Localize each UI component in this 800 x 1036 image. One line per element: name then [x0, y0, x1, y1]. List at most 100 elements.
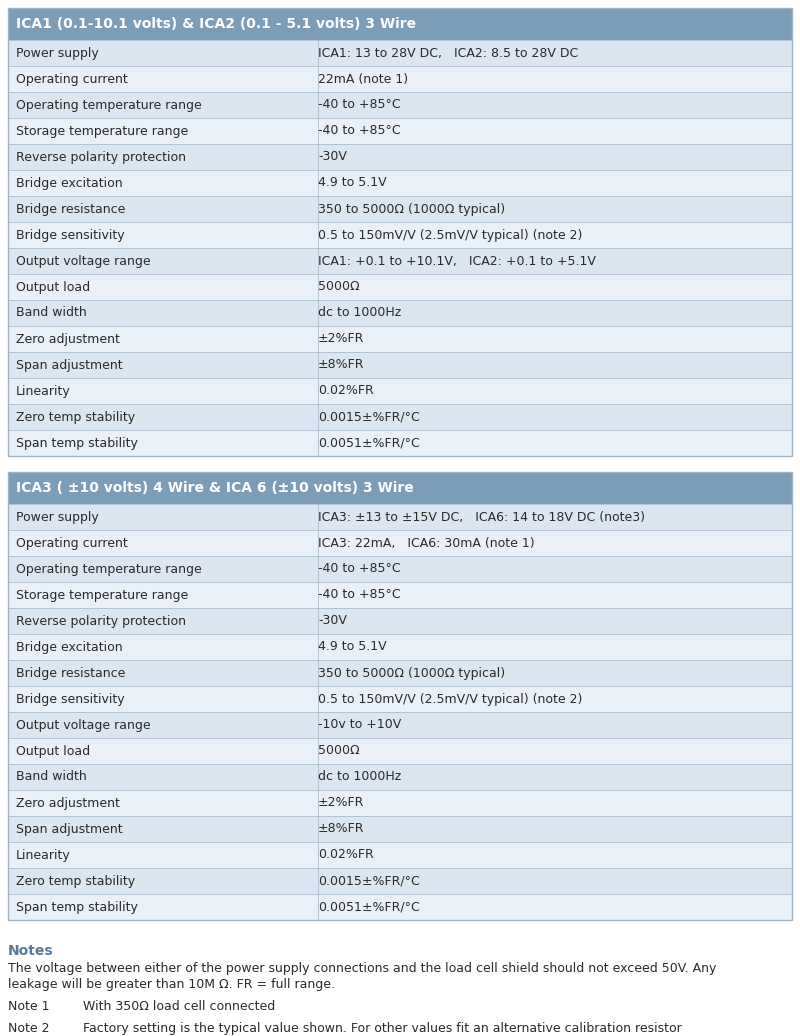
Text: Operating current: Operating current [16, 537, 128, 549]
Text: Storage temperature range: Storage temperature range [16, 588, 188, 602]
Text: 0.5 to 150mV/V (2.5mV/V typical) (note 2): 0.5 to 150mV/V (2.5mV/V typical) (note 2… [318, 692, 582, 706]
Bar [8, 582, 792, 608]
Bar [8, 764, 792, 790]
Text: -30V: -30V [318, 150, 347, 164]
Text: Reverse polarity protection: Reverse polarity protection [16, 150, 186, 164]
Text: Operating current: Operating current [16, 73, 128, 86]
Bar [8, 66, 792, 92]
Bar [8, 686, 792, 712]
Text: Bridge sensitivity: Bridge sensitivity [16, 229, 125, 241]
Bar [8, 8, 792, 456]
Text: Operating temperature range: Operating temperature range [16, 98, 202, 112]
Bar [8, 868, 792, 894]
Text: -10v to +10V: -10v to +10V [318, 719, 402, 731]
Text: Reverse polarity protection: Reverse polarity protection [16, 614, 186, 628]
Bar [8, 503, 792, 530]
Text: Note 2: Note 2 [8, 1021, 50, 1035]
Text: 0.02%FR: 0.02%FR [318, 848, 374, 862]
Text: -40 to +85°C: -40 to +85°C [318, 124, 401, 138]
Text: Bridge excitation: Bridge excitation [16, 640, 122, 654]
Bar [8, 144, 792, 170]
Text: leakage will be greater than 10M Ω. FR = full range.: leakage will be greater than 10M Ω. FR =… [8, 978, 335, 991]
Text: Zero adjustment: Zero adjustment [16, 797, 120, 809]
Text: 22mA (note 1): 22mA (note 1) [318, 73, 408, 86]
Bar [8, 634, 792, 660]
Text: 0.02%FR: 0.02%FR [318, 384, 374, 398]
Bar [8, 170, 792, 196]
Text: Output load: Output load [16, 745, 90, 757]
Text: 5000Ω: 5000Ω [318, 745, 360, 757]
Text: Span temp stability: Span temp stability [16, 436, 138, 450]
Text: The voltage between either of the power supply connections and the load cell shi: The voltage between either of the power … [8, 962, 716, 975]
Text: 350 to 5000Ω (1000Ω typical): 350 to 5000Ω (1000Ω typical) [318, 666, 505, 680]
Bar [8, 660, 792, 686]
Text: Band width: Band width [16, 771, 86, 783]
Text: Zero adjustment: Zero adjustment [16, 333, 120, 345]
Bar [8, 92, 792, 118]
Text: Output voltage range: Output voltage range [16, 719, 150, 731]
Text: Zero temp stability: Zero temp stability [16, 874, 135, 888]
Text: ICA1: +0.1 to +10.1V,   ICA2: +0.1 to +5.1V: ICA1: +0.1 to +10.1V, ICA2: +0.1 to +5.1… [318, 255, 596, 267]
Text: -40 to +85°C: -40 to +85°C [318, 588, 401, 602]
Bar [8, 222, 792, 248]
Bar [8, 790, 792, 816]
Bar [8, 472, 792, 920]
Bar [8, 248, 792, 274]
Text: Output load: Output load [16, 281, 90, 293]
Bar [8, 816, 792, 842]
Bar [8, 430, 792, 456]
Text: -40 to +85°C: -40 to +85°C [318, 563, 401, 576]
Text: 0.0015±%FR/°C: 0.0015±%FR/°C [318, 874, 420, 888]
Bar [8, 738, 792, 764]
Bar [8, 326, 792, 352]
Text: Linearity: Linearity [16, 848, 70, 862]
Text: Band width: Band width [16, 307, 86, 319]
Bar [8, 712, 792, 738]
Text: 5000Ω: 5000Ω [318, 281, 360, 293]
Text: Output voltage range: Output voltage range [16, 255, 150, 267]
Text: -40 to +85°C: -40 to +85°C [318, 98, 401, 112]
Text: ICA1: 13 to 28V DC,   ICA2: 8.5 to 28V DC: ICA1: 13 to 28V DC, ICA2: 8.5 to 28V DC [318, 47, 578, 59]
Text: 0.0015±%FR/°C: 0.0015±%FR/°C [318, 410, 420, 424]
Text: Operating temperature range: Operating temperature range [16, 563, 202, 576]
Text: 4.9 to 5.1V: 4.9 to 5.1V [318, 176, 386, 190]
Text: ±8%FR: ±8%FR [318, 823, 365, 835]
Text: Bridge sensitivity: Bridge sensitivity [16, 692, 125, 706]
Bar [8, 300, 792, 326]
Bar [8, 608, 792, 634]
Text: Span temp stability: Span temp stability [16, 900, 138, 914]
Text: -30V: -30V [318, 614, 347, 628]
Text: ICA3: 22mA,   ICA6: 30mA (note 1): ICA3: 22mA, ICA6: 30mA (note 1) [318, 537, 534, 549]
Bar [8, 40, 792, 66]
Text: ICA3 ( ±10 volts) 4 Wire & ICA 6 (±10 volts) 3 Wire: ICA3 ( ±10 volts) 4 Wire & ICA 6 (±10 vo… [16, 481, 414, 495]
Text: Bridge resistance: Bridge resistance [16, 666, 126, 680]
Text: ±2%FR: ±2%FR [318, 797, 364, 809]
Bar [8, 530, 792, 556]
Text: ±2%FR: ±2%FR [318, 333, 364, 345]
Bar [8, 842, 792, 868]
Text: dc to 1000Hz: dc to 1000Hz [318, 771, 402, 783]
Text: 0.5 to 150mV/V (2.5mV/V typical) (note 2): 0.5 to 150mV/V (2.5mV/V typical) (note 2… [318, 229, 582, 241]
Bar [8, 894, 792, 920]
Text: 350 to 5000Ω (1000Ω typical): 350 to 5000Ω (1000Ω typical) [318, 202, 505, 215]
Bar [8, 378, 792, 404]
Text: Notes: Notes [8, 944, 54, 958]
Text: ICA1 (0.1-10.1 volts) & ICA2 (0.1 - 5.1 volts) 3 Wire: ICA1 (0.1-10.1 volts) & ICA2 (0.1 - 5.1 … [16, 17, 416, 31]
Bar [8, 274, 792, 300]
Bar [8, 8, 792, 40]
Text: Storage temperature range: Storage temperature range [16, 124, 188, 138]
Text: ±8%FR: ±8%FR [318, 358, 365, 372]
Text: 0.0051±%FR/°C: 0.0051±%FR/°C [318, 900, 420, 914]
Bar [8, 472, 792, 503]
Text: Zero temp stability: Zero temp stability [16, 410, 135, 424]
Text: With 350Ω load cell connected: With 350Ω load cell connected [83, 1000, 275, 1013]
Text: 0.0051±%FR/°C: 0.0051±%FR/°C [318, 436, 420, 450]
Text: 4.9 to 5.1V: 4.9 to 5.1V [318, 640, 386, 654]
Bar [8, 404, 792, 430]
Bar [8, 352, 792, 378]
Bar [8, 118, 792, 144]
Text: Span adjustment: Span adjustment [16, 823, 122, 835]
Text: Factory setting is the typical value shown. For other values fit an alternative : Factory setting is the typical value sho… [83, 1021, 682, 1035]
Text: Linearity: Linearity [16, 384, 70, 398]
Text: Power supply: Power supply [16, 511, 98, 523]
